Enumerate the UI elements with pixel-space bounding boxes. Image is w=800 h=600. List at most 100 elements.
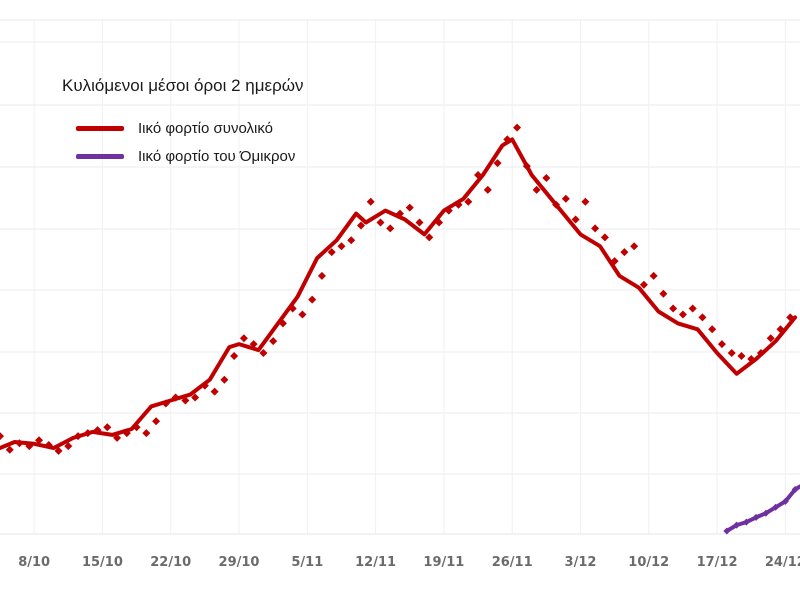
vertical-gridlines xyxy=(33,20,786,534)
data-point-marker xyxy=(0,432,4,441)
data-point-marker xyxy=(747,354,756,363)
data-point-marker xyxy=(532,185,541,194)
data-point-marker xyxy=(288,304,297,313)
data-point-marker xyxy=(591,224,600,233)
x-tick-label: 26/11 xyxy=(492,555,533,570)
omicron-point-marker xyxy=(723,527,731,535)
data-point-marker xyxy=(93,426,102,435)
data-point-marker xyxy=(522,162,531,171)
x-tick-label: 15/10 xyxy=(82,555,123,570)
x-tick-label: 29/10 xyxy=(219,555,260,570)
data-point-marker xyxy=(278,319,287,328)
legend-item-total: Ιικό φορτίο συνολικό xyxy=(76,120,273,137)
data-point-marker xyxy=(444,206,453,215)
data-point-marker xyxy=(239,334,248,343)
data-point-marker xyxy=(425,233,434,242)
points-layer xyxy=(0,123,799,535)
data-point-marker xyxy=(5,445,14,454)
legend-swatch-total xyxy=(76,126,124,131)
data-point-marker xyxy=(493,159,502,168)
horizontal-gridlines xyxy=(0,19,800,475)
x-tick-labels: 8/10 15/10 22/10 29/10 5/11 12/11 19/11 26/11 3/… xyxy=(18,555,800,570)
data-point-marker xyxy=(152,417,161,426)
data-point-marker xyxy=(708,325,717,334)
data-point-marker xyxy=(483,185,492,194)
data-point-marker xyxy=(191,393,200,402)
data-point-marker xyxy=(132,423,141,432)
x-tick-label: 10/12 xyxy=(628,555,669,570)
data-point-marker xyxy=(308,295,317,304)
data-point-marker xyxy=(600,233,609,242)
omicron-point-marker xyxy=(781,497,789,505)
data-point-marker xyxy=(200,381,209,390)
data-point-marker xyxy=(230,352,239,360)
data-point-marker xyxy=(122,429,131,438)
data-point-marker xyxy=(727,349,736,358)
data-point-marker xyxy=(269,337,278,346)
data-point-marker xyxy=(688,304,697,313)
data-point-marker xyxy=(610,257,619,266)
data-point-marker xyxy=(83,429,92,438)
x-tick-label: 22/10 xyxy=(150,555,191,570)
data-point-marker xyxy=(786,313,795,322)
data-point-marker xyxy=(103,423,112,432)
data-point-marker xyxy=(649,271,658,280)
chart-title: Κυλιόμενοι μέσοι όροι 2 ημερών xyxy=(62,76,304,95)
data-point-marker xyxy=(698,313,707,322)
x-tick-label: 5/11 xyxy=(291,555,323,570)
data-point-marker xyxy=(210,387,219,396)
data-point-marker xyxy=(35,436,44,445)
x-tick-label: 12/11 xyxy=(355,555,396,570)
data-point-marker xyxy=(181,396,190,405)
data-point-marker xyxy=(161,399,170,408)
data-point-marker xyxy=(317,271,326,280)
omicron-point-marker xyxy=(742,518,750,526)
series-line-total xyxy=(0,137,798,450)
data-point-marker xyxy=(542,174,551,182)
x-tick-label: 19/11 xyxy=(423,555,464,570)
data-point-marker xyxy=(620,248,629,257)
omicron-point-marker xyxy=(772,503,780,511)
data-point-marker xyxy=(503,135,512,144)
omicron-point-marker xyxy=(762,509,770,517)
data-point-marker xyxy=(678,310,687,319)
data-point-marker xyxy=(415,218,424,227)
data-point-marker xyxy=(630,242,639,251)
data-point-marker xyxy=(220,375,229,384)
data-point-marker xyxy=(659,289,668,298)
data-point-marker xyxy=(74,432,83,441)
data-point-marker xyxy=(435,218,444,227)
data-point-marker xyxy=(474,171,483,180)
data-point-marker xyxy=(639,280,648,289)
omicron-point-marker xyxy=(752,513,760,521)
data-point-marker xyxy=(376,218,385,227)
data-point-marker xyxy=(142,429,151,438)
data-point-marker xyxy=(571,215,580,224)
x-tick-label: 17/12 xyxy=(697,555,738,570)
data-point-marker xyxy=(15,439,24,448)
data-point-marker xyxy=(717,340,726,349)
data-point-marker xyxy=(561,194,570,203)
data-point-marker xyxy=(44,441,53,449)
data-point-marker xyxy=(64,442,73,451)
data-point-marker xyxy=(298,310,307,319)
data-point-marker xyxy=(581,197,590,206)
data-point-marker xyxy=(171,393,180,402)
data-point-marker xyxy=(737,352,746,360)
data-point-marker xyxy=(356,221,365,230)
data-point-marker xyxy=(776,325,785,334)
data-point-marker xyxy=(405,203,414,212)
legend-item-omicron: Ιικό φορτίο του Όμικρον xyxy=(76,148,295,165)
data-point-marker xyxy=(249,340,258,349)
data-point-marker xyxy=(396,209,404,218)
data-point-marker xyxy=(366,197,375,206)
legend-swatch-omicron xyxy=(76,154,124,159)
data-point-marker xyxy=(337,242,346,251)
series-layer xyxy=(0,137,800,533)
data-point-marker xyxy=(552,200,561,209)
data-point-marker xyxy=(454,200,463,209)
omicron-point-marker xyxy=(791,486,799,493)
x-tick-label: 24/12 xyxy=(765,555,800,570)
data-point-marker xyxy=(113,433,122,442)
